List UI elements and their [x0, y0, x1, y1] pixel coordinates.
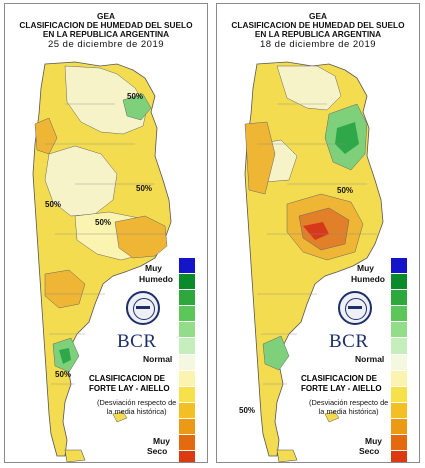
legend-swatch — [179, 354, 195, 371]
header-gea: GEA — [309, 11, 327, 21]
legend-swatch — [391, 322, 407, 339]
contour-label: 50% — [127, 92, 144, 101]
legend-muy-bottom: Muy — [153, 436, 170, 446]
normal-zone-north — [64, 65, 148, 135]
legend-swatch — [179, 274, 195, 291]
tierra-del-fuego — [64, 449, 86, 462]
normal-zone-north — [276, 65, 342, 111]
header-subtitle: EN LA REPUBLICA ARGENTINA — [254, 29, 382, 39]
legend-swatch — [179, 290, 195, 307]
classification-title: CLASIFICACION DE FORTE LAY - AIELLO — [301, 374, 382, 394]
legend-swatch — [391, 370, 407, 387]
legend-muy-top: Muy — [357, 263, 374, 273]
map-panel-dec25: GEA CLASIFICACION DE HUMEDAD DEL SUELO E… — [4, 3, 208, 463]
description-line2: la media histórica) — [318, 407, 379, 417]
legend-swatch — [391, 306, 407, 323]
legend-seco: Seco — [359, 446, 380, 456]
bcr-logo: BCR — [329, 331, 369, 352]
header-subtitle: EN LA REPUBLICA ARGENTINA — [42, 29, 170, 39]
legend-swatch — [391, 386, 407, 403]
legend-swatch — [179, 370, 195, 387]
legend-swatch — [391, 290, 407, 307]
legend-swatch — [179, 451, 195, 462]
map-panel-dec18: GEA CLASIFICACION DE HUMEDAD DEL SUELO E… — [216, 3, 420, 463]
dry-zone-west — [244, 121, 276, 195]
classification-description: (Desviación respecto de la media históri… — [97, 398, 176, 417]
extreme-dry-zone — [303, 222, 329, 240]
province-borders — [45, 103, 165, 385]
legend-swatch — [179, 338, 195, 355]
contour-label: 50% — [55, 370, 72, 379]
malvinas-islands — [112, 411, 128, 423]
classification-line1: CLASIFICACION DE — [89, 374, 165, 383]
legend-swatch — [179, 258, 195, 275]
wet-zone-northeast — [122, 93, 152, 121]
legend-swatch — [179, 306, 195, 323]
argentina-soil-moisture-map — [32, 61, 172, 462]
contour-label: 50% — [337, 186, 354, 195]
description-line1: (Desviación respecto de — [97, 398, 177, 407]
legend-swatch — [179, 418, 195, 436]
legend-swatch — [391, 274, 407, 291]
legend-normal: Normal — [143, 354, 173, 364]
tierra-del-fuego — [276, 449, 298, 462]
wet-zone-south — [262, 335, 290, 371]
normal-zone-center — [44, 145, 118, 217]
moisture-legend — [179, 258, 195, 462]
legend-humedo: Humedo — [139, 274, 173, 284]
legend-swatch — [391, 435, 407, 452]
wet-zone-northeast-core — [335, 122, 359, 154]
classification-line1: CLASIFICACION DE — [301, 374, 377, 383]
malvinas-islands — [324, 411, 340, 423]
legend-swatch — [391, 338, 407, 355]
header-date: 25 de diciembre de 2019 — [47, 39, 165, 50]
wet-zone-south-core — [59, 348, 71, 364]
dry-zone-patagonia — [44, 269, 86, 309]
legend-humedo: Humedo — [351, 274, 385, 284]
legend-swatch — [391, 402, 407, 419]
contour-label: 50% — [45, 200, 62, 209]
contour-label: 50% — [239, 406, 256, 415]
bcr-logo: BCR — [117, 331, 157, 352]
legend-swatch — [391, 451, 407, 462]
classification-title: CLASIFICACION DE FORTE LAY - AIELLO — [89, 374, 170, 394]
legend-swatch — [391, 418, 407, 436]
dry-zone-west — [34, 117, 58, 155]
argentina-soil-moisture-map — [244, 61, 384, 462]
legend-swatch — [179, 322, 195, 339]
contour-label: 50% — [136, 184, 153, 193]
description-line2: la media histórica) — [106, 407, 167, 417]
dry-zone-buenos-aires — [114, 215, 168, 259]
legend-swatch — [179, 402, 195, 419]
legend-swatch — [391, 258, 407, 275]
province-borders — [257, 103, 377, 385]
bcr-seal-icon — [338, 291, 372, 325]
legend-swatch — [179, 435, 195, 452]
legend-swatch — [179, 386, 195, 403]
bcr-seal-icon — [126, 291, 160, 325]
contour-label: 50% — [95, 218, 112, 227]
classification-line2: FORTE LAY - AIELLO — [89, 384, 170, 393]
header-title: CLASIFICACION DE HUMEDAD DEL SUELO — [19, 20, 193, 30]
classification-line2: FORTE LAY - AIELLO — [301, 384, 382, 393]
legend-muy-bottom: Muy — [365, 436, 382, 446]
classification-description: (Desviación respecto de la media históri… — [309, 398, 388, 417]
description-line1: (Desviación respecto de — [309, 398, 389, 407]
header-gea: GEA — [97, 11, 115, 21]
header-date: 18 de diciembre de 2019 — [259, 39, 377, 50]
legend-muy-top: Muy — [145, 263, 162, 273]
legend-swatch — [391, 354, 407, 371]
legend-seco: Seco — [147, 446, 168, 456]
moisture-legend — [391, 258, 407, 462]
header-title: CLASIFICACION DE HUMEDAD DEL SUELO — [231, 20, 405, 30]
legend-normal: Normal — [355, 354, 385, 364]
